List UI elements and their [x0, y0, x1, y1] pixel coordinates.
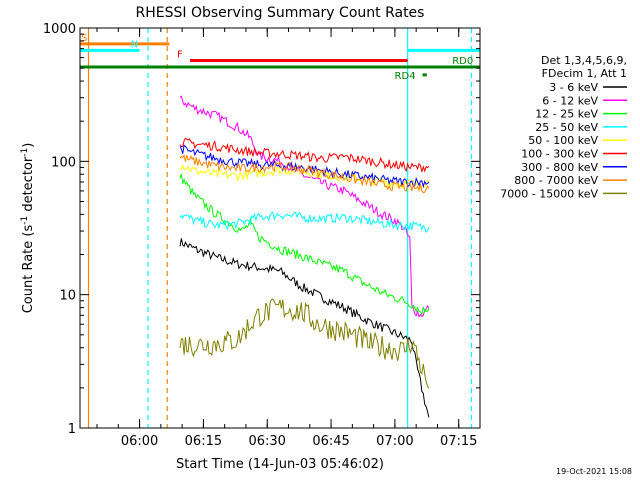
legend: Det 1,3,4,5,6,9, FDecim 1, Att 1 3 - 6 k… [500, 54, 627, 200]
series-line [179, 163, 430, 189]
flag-label: RD0 [452, 56, 473, 67]
x-tick-label: 06:15 [185, 434, 222, 449]
series-line [179, 173, 430, 316]
legend-label: 12 - 25 keV [535, 108, 598, 121]
legend-label: 50 - 100 keV [528, 134, 598, 147]
series-line [179, 298, 430, 389]
x-tick-label: 06:00 [121, 434, 158, 449]
y-axis-label-end: ) [21, 143, 36, 148]
x-tick-label: 07:15 [440, 434, 477, 449]
legend-label: 6 - 12 keV [542, 94, 598, 107]
y-axis: 1 10 100 1000 [43, 22, 480, 437]
series-lines [179, 95, 430, 418]
y-tick-label: 10 [59, 289, 76, 304]
y-axis-label-exp2: -1 [20, 148, 30, 157]
legend-header-line2: FDecim 1, Att 1 [542, 67, 627, 80]
plot-frame [79, 27, 481, 429]
flag-label: N [131, 39, 138, 50]
x-tick-label: 06:30 [248, 434, 285, 449]
chart-title: RHESSI Observing Summary Count Rates [136, 5, 425, 21]
legend-label: 100 - 300 keV [521, 148, 598, 161]
flag-bars: S N F RD0 RD4 [80, 33, 480, 82]
y-tick-label: 1 [68, 422, 76, 437]
series-line [179, 211, 430, 233]
x-tick-label: 07:00 [376, 434, 413, 449]
series-line [179, 95, 430, 318]
legend-label: 800 - 7000 keV [514, 174, 598, 187]
legend-label: 7000 - 15000 keV [500, 187, 598, 200]
vertical-markers [87, 28, 473, 428]
x-axis-label: Start Time (14-Jun-03 05:46:02) [176, 457, 384, 472]
legend-header-line1: Det 1,3,4,5,6,9, [541, 54, 627, 67]
flag-label: RD4 [395, 71, 416, 82]
footer-date: 19-Oct-2021 15:08 [556, 467, 632, 476]
y-axis-label: Count Rate (s-1 detector-1) [20, 143, 36, 314]
legend-label: 25 - 50 keV [535, 121, 598, 134]
x-axis: 06:00 06:15 06:30 06:45 07:00 07:15 [96, 28, 481, 449]
x-tick-label: 06:45 [312, 434, 349, 449]
legend-label: 3 - 6 keV [549, 81, 598, 94]
series-line [179, 144, 430, 189]
series-line [179, 238, 430, 418]
series-line [179, 153, 430, 194]
y-axis-label-main: Count Rate (s [21, 225, 36, 314]
y-axis-label-mid: detector [21, 156, 36, 216]
y-tick-label: 1000 [43, 22, 76, 37]
flag-label: S [81, 33, 87, 44]
y-tick-label: 100 [51, 155, 76, 170]
legend-label: 300 - 800 keV [521, 161, 598, 174]
y-axis-label-exp1: -1 [20, 216, 30, 225]
series-line [179, 137, 430, 173]
flag-label: F [177, 50, 183, 61]
